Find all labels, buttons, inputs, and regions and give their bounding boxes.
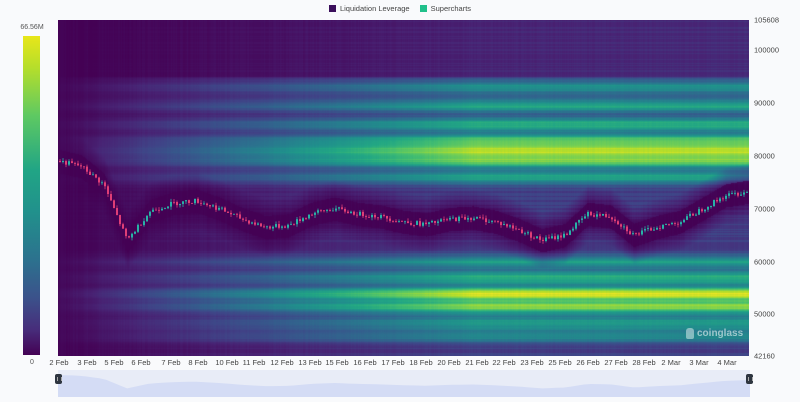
legend-swatch-liquidation-leverage xyxy=(328,4,336,12)
heatmap-plot-area[interactable] xyxy=(58,20,749,356)
watermark-text: coinglass xyxy=(697,328,744,339)
x-tick-label: 22 Feb xyxy=(492,358,516,367)
y-tick-label: 105608 xyxy=(754,15,780,25)
colorbar-max-label: 66.56M xyxy=(20,24,44,31)
y-tick-label: 60000 xyxy=(754,257,775,267)
x-tick-label: 21 Feb xyxy=(465,358,489,367)
x-tick-label: 12 Feb xyxy=(270,358,294,367)
y-axis: 105608 100000 90000 80000 70000 60000 50000 421… xyxy=(754,0,800,361)
legend-item-supercharts[interactable]: Supercharts xyxy=(419,3,472,13)
x-tick-label: 5 Feb xyxy=(104,358,124,367)
navigator-left-handle[interactable] xyxy=(55,374,62,384)
y-tick-label: 50000 xyxy=(754,309,775,319)
x-tick-label: 11 Feb xyxy=(242,358,266,367)
legend-swatch-supercharts xyxy=(419,4,427,12)
navigator-right-handle[interactable] xyxy=(746,374,753,384)
y-tick-label: 100000 xyxy=(754,45,780,55)
y-tick-label: 70000 xyxy=(754,204,775,214)
x-tick-label: 3 Mar xyxy=(689,358,709,367)
range-navigator[interactable] xyxy=(58,370,750,397)
legend-item-liquidation-leverage[interactable]: Liquidation Leverage xyxy=(328,3,410,13)
y-tick-label: 90000 xyxy=(754,98,775,108)
x-tick-label: 27 Feb xyxy=(604,358,628,367)
x-tick-label: 23 Feb xyxy=(520,358,544,367)
legend-label: Liquidation Leverage xyxy=(339,3,410,13)
x-tick-label: 10 Feb xyxy=(215,358,239,367)
x-tick-label: 13 Feb xyxy=(298,358,322,367)
x-tick-label: 25 Feb xyxy=(548,358,572,367)
x-tick-label: 20 Feb xyxy=(437,358,461,367)
x-tick-label: 3 Feb xyxy=(77,358,97,367)
x-tick-label: 8 Feb xyxy=(188,358,208,367)
navigator-price-area xyxy=(58,374,750,397)
x-tick-label: 17 Feb xyxy=(381,358,405,367)
coinglass-watermark: coinglass xyxy=(686,328,743,339)
y-tick-label: 80000 xyxy=(754,151,775,161)
x-tick-label: 16 Feb xyxy=(353,358,377,367)
colorbar xyxy=(23,36,40,355)
x-tick-label: 28 Feb xyxy=(632,358,656,367)
x-tick-label: 6 Feb xyxy=(131,358,151,367)
legend-label: Supercharts xyxy=(430,3,472,13)
x-tick-label: 4 Mar xyxy=(717,358,737,367)
colorbar-min-label: 0 xyxy=(30,359,34,366)
x-tick-label: 15 Feb xyxy=(325,358,349,367)
price-candlesticks xyxy=(59,158,748,244)
x-tick-label: 2 Feb xyxy=(49,358,69,367)
x-tick-label: 26 Feb xyxy=(576,358,600,367)
chart-legend: Liquidation Leverage Supercharts xyxy=(0,2,800,14)
liquidation-heatmap xyxy=(58,20,749,356)
x-tick-label: 7 Feb xyxy=(161,358,181,367)
x-axis: 2 Feb 3 Feb 5 Feb 6 Feb 7 Feb 8 Feb 10 Feb 11 F… xyxy=(0,358,800,370)
y-tick-label: 42160 xyxy=(754,351,775,361)
x-tick-label: 18 Feb xyxy=(409,358,433,367)
x-tick-label: 2 Mar xyxy=(661,358,681,367)
coinglass-logo-icon xyxy=(686,328,694,339)
